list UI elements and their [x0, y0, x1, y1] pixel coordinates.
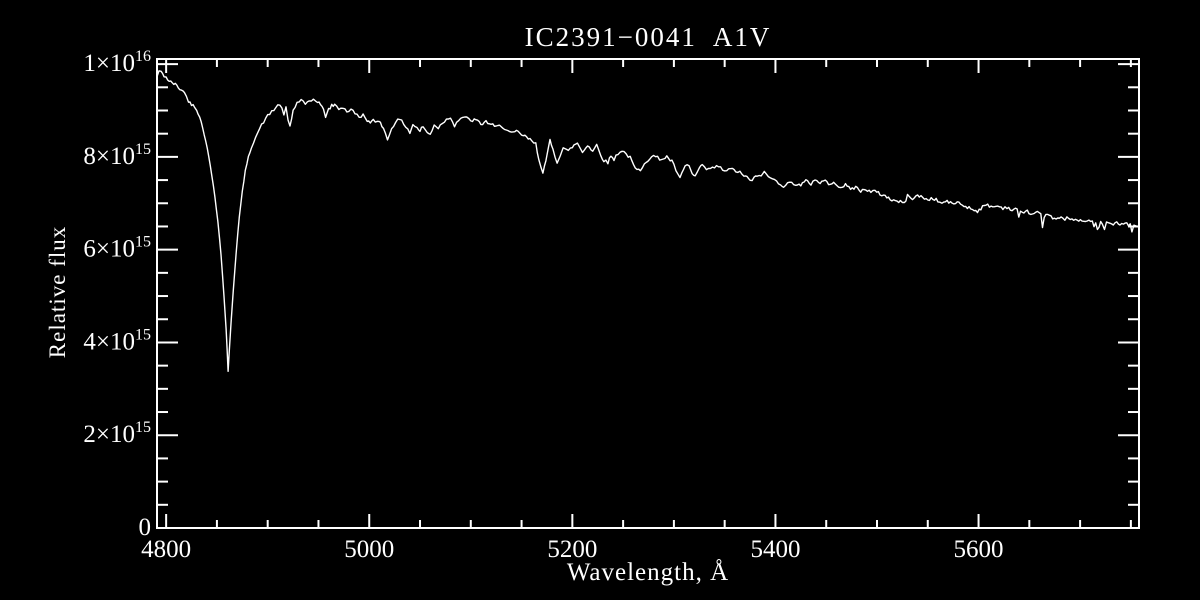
x-tick-label: 5200	[547, 536, 597, 563]
x-tick-label: 5400	[750, 536, 800, 563]
y-tick-label: 0	[139, 514, 152, 541]
plot-title: IC2391−0041 A1V	[524, 22, 772, 52]
x-axis-title: Wavelength, Å	[566, 559, 730, 586]
y-tick-label: 1×1016	[83, 48, 151, 77]
y-tick-label: 4×1015	[83, 326, 151, 355]
spectrum-line	[156, 70, 1140, 372]
y-tick-label: 2×1015	[83, 419, 151, 448]
axis-box	[156, 58, 1140, 529]
x-tick-label: 4800	[141, 536, 191, 563]
x-tick-label: 5000	[344, 536, 394, 563]
y-tick-label: 8×1015	[83, 141, 151, 170]
y-tick-label: 6×1015	[83, 234, 151, 263]
x-tick-label: 5600	[954, 536, 1004, 563]
